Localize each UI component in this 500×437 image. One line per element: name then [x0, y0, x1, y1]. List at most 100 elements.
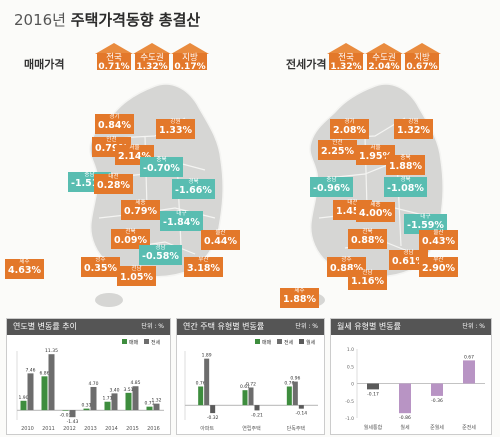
x-tick-label: 단독주택: [287, 425, 306, 432]
yearly-chart-title: 연도별 변동률 추이: [13, 322, 77, 331]
headline-value: 2.04%: [368, 61, 400, 72]
jeonse-region-tag: 경북 -1.08%: [384, 177, 427, 197]
legend-swatch: [277, 339, 282, 344]
legend-swatch: [144, 339, 149, 344]
house-roof-icon: [95, 43, 133, 54]
house-body: 수도권 1.32%: [135, 53, 169, 71]
region-name: 경남: [155, 245, 166, 251]
jeonse-region-tag: 경기 2.08%: [330, 119, 369, 139]
region-value: -0.70%: [143, 163, 180, 174]
bar-매매: [198, 386, 204, 406]
region-value: 1.16%: [351, 276, 384, 287]
region-value: 0.88%: [330, 263, 363, 274]
data-label: 3.51: [123, 387, 133, 393]
data-label: 7.46: [25, 367, 35, 373]
region-name: 강원: [170, 119, 181, 125]
jeonse-region-tag: 세종 4.00%: [356, 202, 395, 222]
data-label: 6.86: [39, 370, 49, 376]
data-label: 0.96: [290, 376, 300, 382]
bar-월세통합: [367, 383, 379, 390]
bar-전세: [90, 386, 97, 411]
bar-전세: [248, 387, 254, 406]
jeonse-region-tag: 전북 0.88%: [348, 229, 387, 249]
sale-region-tag: 부산 3.18%: [184, 257, 223, 277]
y-tick-label: 1.0: [347, 347, 354, 353]
sale-region-tag: 전남 1.05%: [117, 266, 156, 286]
jeonse-label: 전세가격: [286, 58, 327, 71]
jeonse-region-tag: 부산 2.90%: [419, 257, 458, 277]
legend-swatch: [122, 339, 127, 344]
region-value: -1.84%: [163, 217, 200, 228]
legend-label: 전세: [284, 339, 294, 346]
jeonse-region-tag: 충남 -0.96%: [310, 177, 353, 197]
region-name: 부산: [433, 257, 444, 263]
sale-region-tag: 경기 0.84%: [95, 114, 134, 134]
sale-region-tag: 대전 0.28%: [94, 174, 133, 194]
bar-월세: [298, 405, 304, 409]
headline-name: 전국: [106, 53, 122, 63]
x-tick-label: 준월세: [430, 424, 444, 431]
data-label: 0.31: [81, 403, 91, 409]
region-name: 전남: [362, 270, 373, 276]
house-roof-icon: [365, 43, 403, 54]
bar-매매: [146, 406, 153, 411]
sale-region-tag: 경남 -0.58%: [139, 245, 182, 265]
sale-region-tag: 경북 -1.66%: [172, 179, 215, 199]
region-name: 전북: [125, 229, 136, 235]
jeonse-region-tag: 강원 1.32%: [394, 119, 433, 139]
region-name: 울산: [433, 230, 444, 236]
data-label: -0.14: [296, 411, 308, 417]
region-value: 0.43%: [422, 236, 455, 247]
bar-매매: [62, 410, 69, 411]
region-value: 4.63%: [8, 265, 41, 276]
bar-전세: [48, 354, 55, 411]
region-name: 서울: [370, 145, 381, 151]
y-tick-label: 0.5: [347, 364, 354, 370]
data-label: 1.32: [151, 398, 161, 404]
data-label: 0.71: [144, 401, 154, 407]
x-tick-label: 2016: [147, 426, 160, 432]
x-tick-label: 아파트: [200, 425, 214, 432]
region-name: 경남: [403, 250, 414, 256]
region-name: 경북: [400, 177, 411, 183]
region-value: 1.88%: [389, 161, 422, 172]
region-value: 1.05%: [120, 272, 153, 283]
jeonse-headline-1: 수도권 2.04%: [365, 43, 403, 72]
x-tick-label: 2014: [105, 426, 118, 432]
bar-전세: [132, 386, 139, 411]
sale-headline-0: 전국 0.71%: [95, 43, 133, 71]
monthly-chart-title: 월세 유형별 변동률: [337, 322, 401, 331]
region-value: 0.35%: [84, 263, 117, 274]
region-value: 2.25%: [321, 146, 354, 157]
house-body: 지방 0.67%: [405, 53, 439, 71]
y-tick-label: -0.5: [345, 399, 354, 405]
x-tick-label: 2013: [84, 426, 97, 432]
data-label: 4.70: [88, 381, 98, 387]
bar-준전세: [463, 360, 475, 384]
region-value: 0.61%: [392, 256, 425, 267]
region-name: 충북: [400, 155, 411, 161]
monthly-chart-panel: 월세 유형별 변동률 단위 : % 1.0 0.5 0 -0.5 -1.0 -0.17 월세…: [330, 318, 492, 435]
region-value: -1.08%: [387, 183, 424, 194]
x-tick-label: 2012: [63, 426, 76, 432]
region-name: 서울: [129, 145, 140, 151]
region-value: 2.08%: [333, 125, 366, 136]
legend-label: 월세: [306, 339, 316, 346]
sale-region-tag: 충북 -0.70%: [140, 157, 183, 177]
bar-전세: [27, 373, 34, 411]
region-value: 1.33%: [159, 125, 192, 136]
jeonse-region-tag: 울산 0.43%: [419, 230, 458, 250]
region-name: 부산: [198, 257, 209, 263]
region-value: -0.96%: [313, 183, 350, 194]
region-value: -0.58%: [142, 251, 179, 262]
region-value: 2.14%: [118, 151, 151, 162]
region-name: 세종: [135, 200, 146, 206]
x-tick-label: 2011: [42, 426, 55, 432]
bar-매매: [20, 400, 27, 411]
region-name: 제주: [294, 288, 305, 294]
page-title: 2016년 주택가격동향 총결산: [14, 9, 200, 30]
region-name: 인천: [332, 140, 343, 146]
region-value: 0.88%: [351, 235, 384, 246]
region-name: 울산: [215, 230, 226, 236]
